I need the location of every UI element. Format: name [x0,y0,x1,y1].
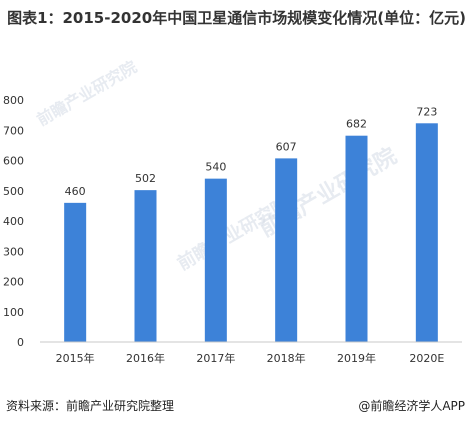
y-tick-label: 100 [3,306,24,319]
source-note: 资料来源：前瞻产业研究院整理 [6,399,175,413]
y-tick-label: 500 [3,185,24,198]
bar [415,123,438,342]
bar-value-label: 682 [346,118,367,131]
y-axis-labels: 0 100 200 300 400 500 600 700 800 [3,94,24,349]
bar-value-label: 502 [135,172,156,185]
bar-value-label: 540 [205,161,226,174]
x-tick-label: 2017年 [196,351,235,365]
y-tick-label: 200 [3,276,24,289]
y-tick-label: 700 [3,124,24,137]
chart-title: 图表1：2015-2020年中国卫星通信市场规模变化情况(单位：亿元) [0,8,473,29]
y-tick-label: 0 [17,336,24,349]
bar [275,158,298,342]
bar [345,135,368,342]
bar-value-label: 607 [276,140,297,153]
brand-credit: @前瞻经济学人APP [358,399,465,413]
bar [204,178,227,342]
y-tick-label: 600 [3,155,24,168]
x-tick-label: 2019年 [337,351,376,365]
x-axis-labels: 2015年 2016年 2017年 2018年 2019年 2020E [56,351,445,365]
bar-value-label: 723 [416,105,437,118]
x-tick-label: 2020E [409,352,444,365]
bar-value-label: 460 [65,185,86,198]
x-tick-label: 2015年 [56,351,95,365]
y-tick-label: 800 [3,94,24,107]
y-tick-label: 400 [3,215,24,228]
x-tick-label: 2016年 [126,351,165,365]
chart-title-text: 图表1：2015-2020年中国卫星通信市场规模变化情况(单位：亿元) [7,9,466,27]
bar [64,202,87,342]
value-labels: 460 502 540 607 682 723 [65,105,438,198]
bars [64,123,438,342]
x-tick-label: 2018年 [267,351,306,365]
bar [134,190,157,342]
y-tick-label: 300 [3,245,24,258]
